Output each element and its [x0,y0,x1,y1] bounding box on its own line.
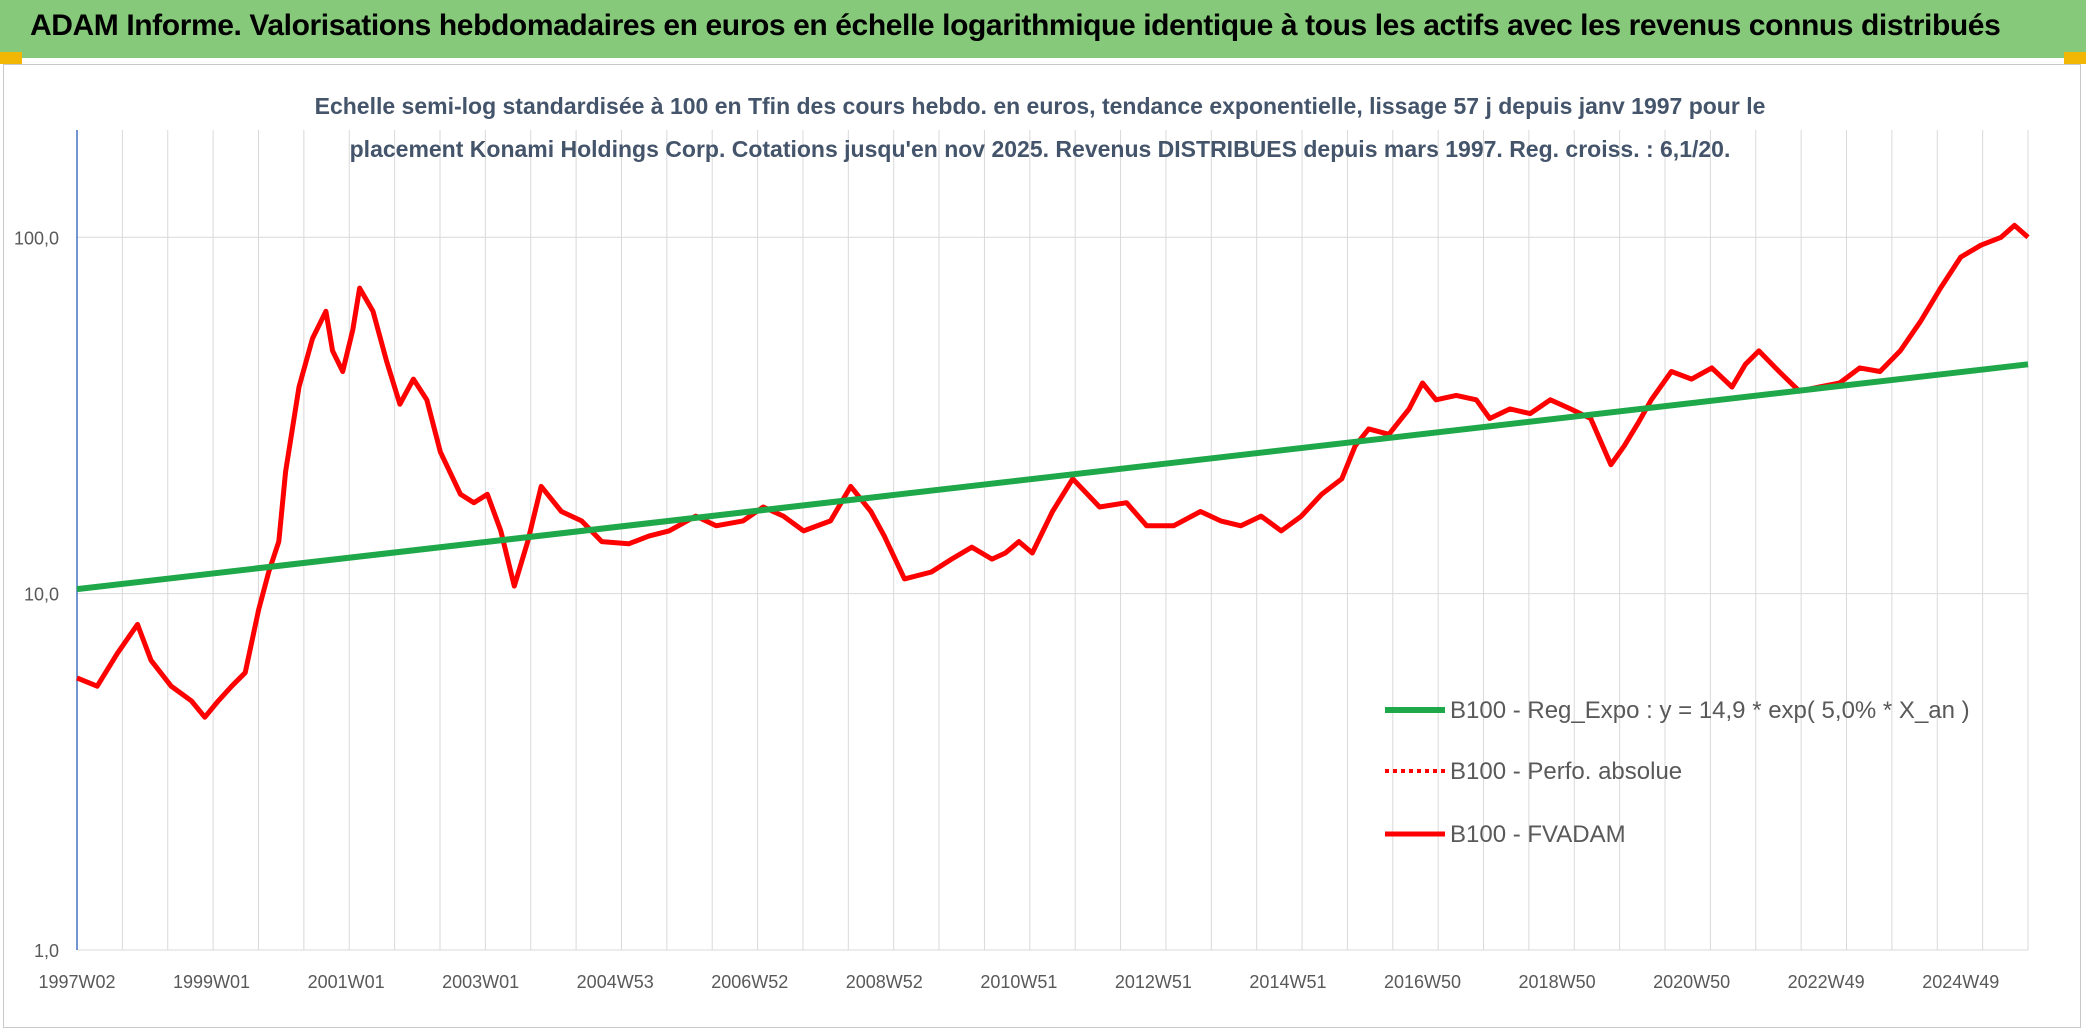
legend-label: B100 - Reg_Expo : y = 14,9 * exp( 5,0% *… [1450,697,1970,724]
x-tick-label: 2018W50 [1519,972,1596,992]
report-title: ADAM Informe. Valorisations hebdomadaire… [30,9,2001,42]
x-tick-label: 2022W49 [1788,972,1865,992]
x-tick-label: 2016W50 [1384,972,1461,992]
x-tick-label: 2008W52 [846,972,923,992]
corner-accent-right [2064,52,2086,64]
series-line-fvadam [76,222,2030,720]
x-tick-label: 2012W51 [1115,972,1192,992]
x-tick-label: 2001W01 [308,972,385,992]
x-tick-label: 1997W02 [38,972,115,992]
x-tick-label: 2004W53 [577,972,654,992]
x-tick-label: 2006W52 [711,972,788,992]
x-tick-label: 1999W01 [173,972,250,992]
chart-title-line-1: Echelle semi-log standardisée à 100 en T… [315,93,1766,119]
x-tick-label: 2003W01 [442,972,519,992]
corner-accent-left [0,52,22,64]
x-tick-label: 2020W50 [1653,972,1730,992]
y-tick-label: 100,0 [14,228,59,248]
y-tick-label: 10,0 [24,585,59,605]
series [76,222,2030,720]
x-tick-label: 2010W51 [980,972,1057,992]
chart-title-line-2: placement Konami Holdings Corp. Cotation… [350,136,1731,162]
x-tick-label: 2024W49 [1922,972,1999,992]
legend-label: B100 - Perfo. absolue [1450,758,1682,785]
chart-title: Echelle semi-log standardisée à 100 en T… [315,93,1766,162]
report-banner: ADAM Informe. Valorisations hebdomadaire… [0,0,2086,58]
legend-label: B100 - FVADAM [1450,821,1626,848]
legend: B100 - Reg_Expo : y = 14,9 * exp( 5,0% *… [1385,697,1970,848]
x-tick-label: 2014W51 [1249,972,1326,992]
axes: 1,0 10,0 100,0 1997W02 1999W01 2001W01 2003W01… [14,130,1999,992]
grid [76,130,2029,951]
chart-frame [3,64,2081,1028]
y-tick-label: 1,0 [34,941,59,961]
series-line-regression [76,361,2029,593]
